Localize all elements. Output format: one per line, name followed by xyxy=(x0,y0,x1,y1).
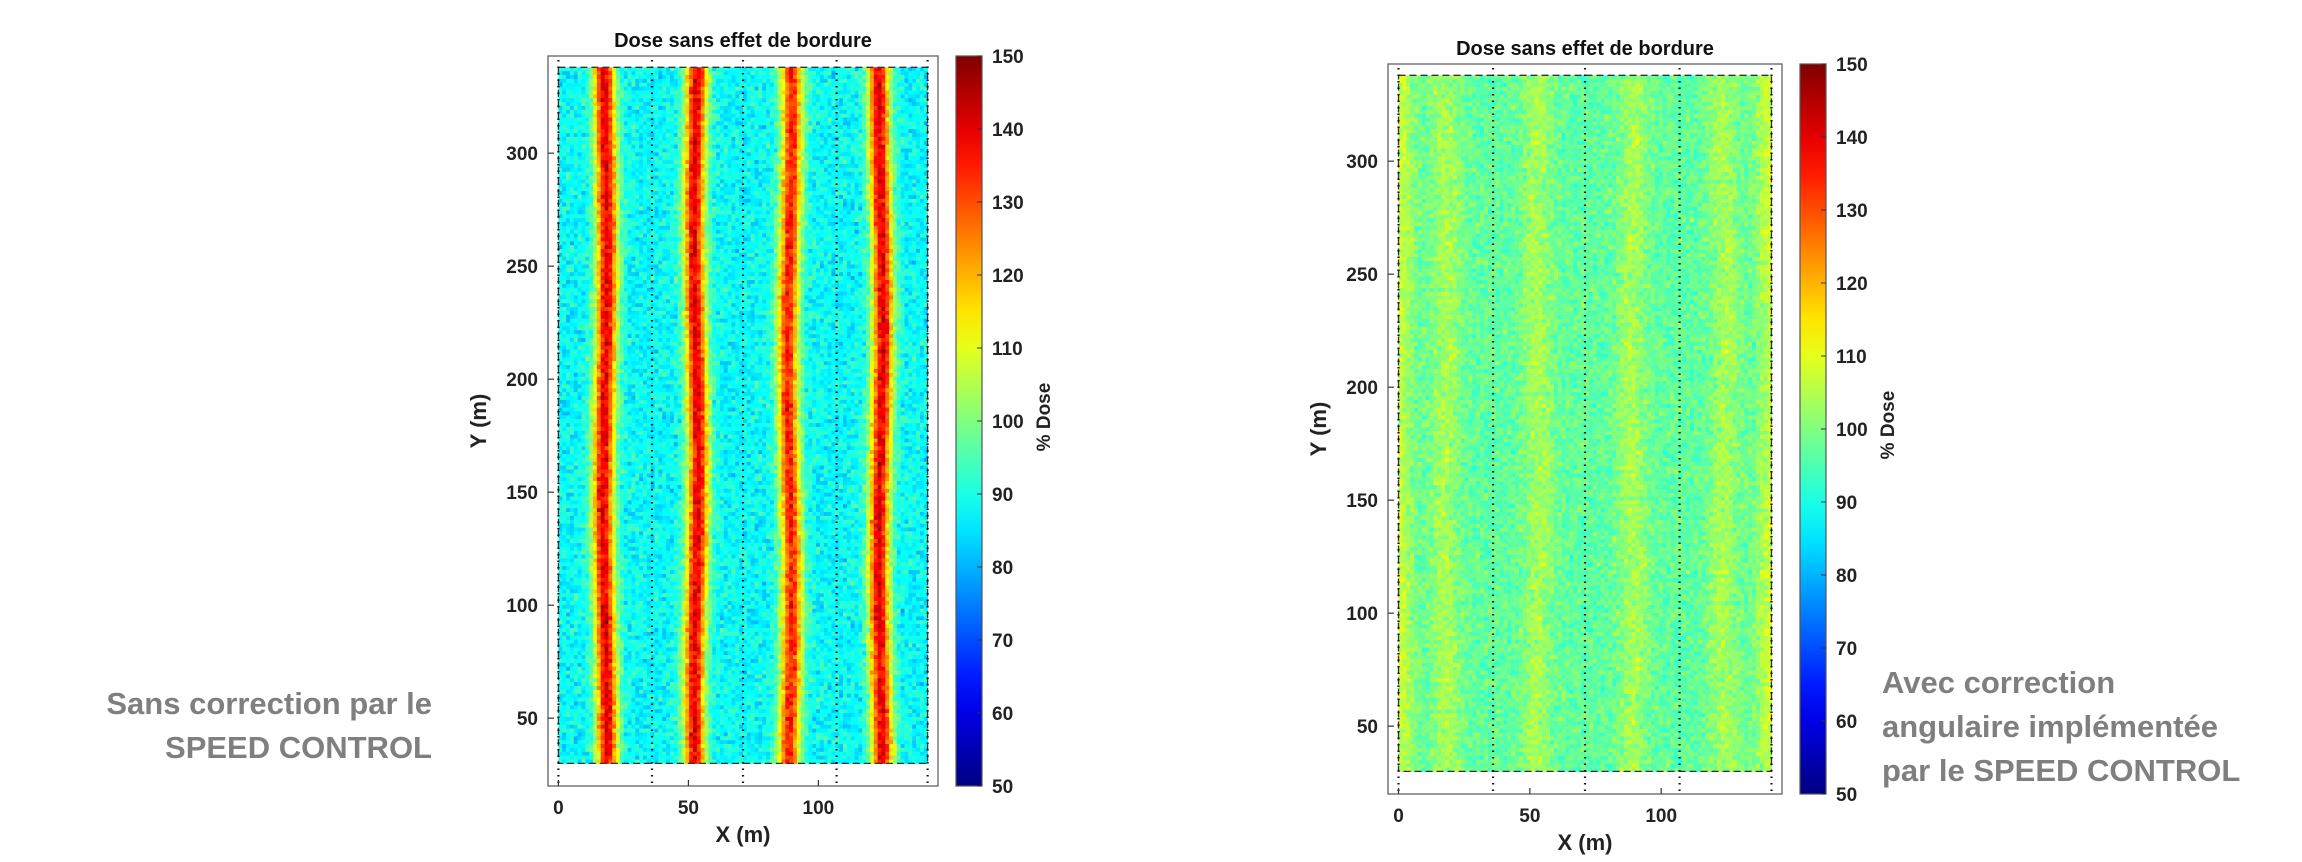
colorbar-tick-label-80: 80 xyxy=(992,558,1013,579)
colorbar-tick-label-50: 50 xyxy=(992,777,1013,798)
x-tick-label-50: 50 xyxy=(678,798,699,819)
x-tick-label-0: 0 xyxy=(553,798,564,819)
y-tick-label-300: 300 xyxy=(506,144,538,165)
colorbar-label: % Dose xyxy=(1034,383,1055,452)
colorbar-tick-label-60: 60 xyxy=(992,704,1013,725)
colorbar-tick-label-150: 150 xyxy=(992,47,1024,68)
colorbar-tick-label-70: 70 xyxy=(992,631,1013,652)
x-axis-label: X (m) xyxy=(716,822,771,847)
colorbar-tick-label-130: 130 xyxy=(992,193,1024,214)
y-tick-label-100: 100 xyxy=(506,596,538,617)
y-tick-label-50: 50 xyxy=(517,709,538,730)
colorbar-tick-label-110: 110 xyxy=(992,339,1023,360)
colorbar-tick-label-100: 100 xyxy=(992,412,1024,433)
y-tick-label-250: 250 xyxy=(506,257,538,278)
colorbar-tick-label-140: 140 xyxy=(992,120,1024,141)
colorbar-tick-label-90: 90 xyxy=(992,485,1013,506)
y-tick-label-150: 150 xyxy=(506,483,538,504)
colorbar-tick-label-120: 120 xyxy=(992,266,1024,287)
chart-title: Dose sans effet de bordure xyxy=(614,30,872,52)
x-tick-label-100: 100 xyxy=(803,798,835,819)
y-tick-label-200: 200 xyxy=(506,370,538,391)
y-axis-label: Y (m) xyxy=(466,394,491,449)
